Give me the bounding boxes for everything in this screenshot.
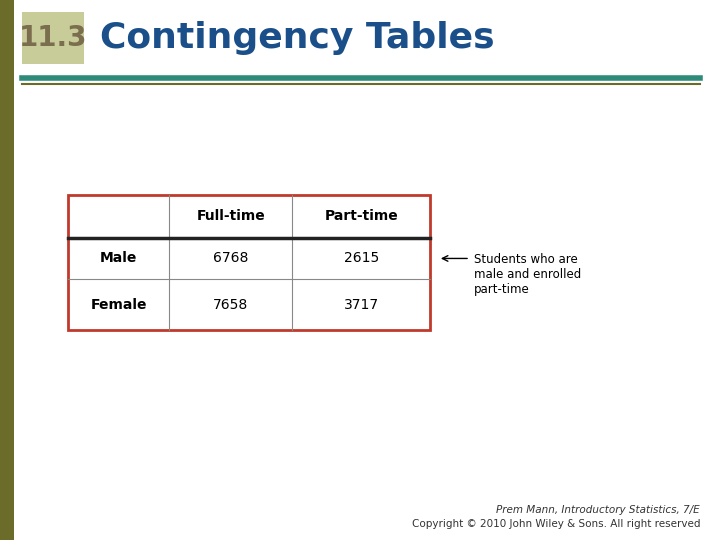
Text: Female: Female: [91, 298, 147, 312]
Text: Copyright © 2010 John Wiley & Sons. All right reserved: Copyright © 2010 John Wiley & Sons. All …: [412, 519, 700, 529]
Bar: [22, 12, 84, 64]
Text: Male: Male: [100, 252, 138, 266]
Text: 3717: 3717: [343, 298, 379, 312]
Bar: [0, 0, 14, 540]
Text: 11.3: 11.3: [19, 24, 87, 52]
Text: Students who are
male and enrolled
part-time: Students who are male and enrolled part-…: [474, 253, 581, 296]
Text: Full-time: Full-time: [197, 210, 265, 223]
Bar: [68, 195, 430, 330]
Text: 7658: 7658: [213, 298, 248, 312]
Text: 2615: 2615: [343, 252, 379, 266]
Text: 6768: 6768: [213, 252, 248, 266]
Text: Prem Mann, Introductory Statistics, 7/E: Prem Mann, Introductory Statistics, 7/E: [496, 505, 700, 515]
Text: Contingency Tables: Contingency Tables: [100, 21, 495, 55]
Text: Part-time: Part-time: [324, 210, 398, 223]
